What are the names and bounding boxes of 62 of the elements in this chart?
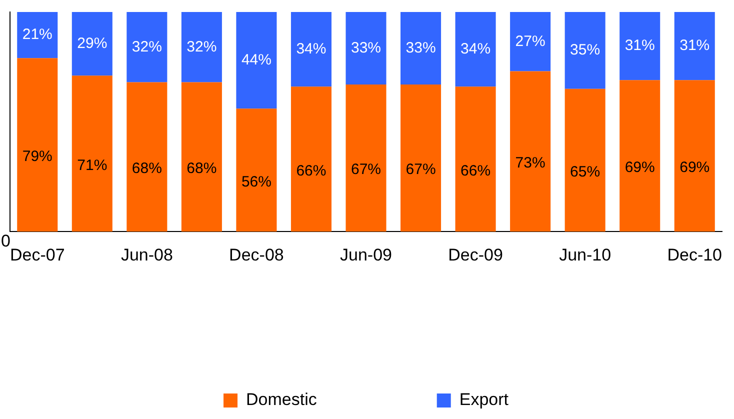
bar [346,84,386,232]
bar [290,12,332,87]
bar [72,12,112,76]
data-label: 34% [460,40,491,58]
data-label: 35% [570,42,600,59]
bar [236,108,277,232]
legend-label: Domestic [246,390,318,410]
bar [181,12,222,82]
data-label: 66% [296,162,326,180]
x-tick-label: Jun-08 [120,245,173,264]
data-label: 34% [296,40,326,58]
data-label: 67% [350,161,382,178]
data-label: 21% [22,26,52,44]
data-label: 27% [515,32,546,50]
bar [564,88,606,232]
bar [181,82,222,232]
bar [126,82,168,232]
bar [620,12,660,80]
bar [400,12,442,84]
data-label: 69% [680,158,710,176]
x-tick-label: Jun-09 [340,245,392,264]
data-label: 33% [350,39,382,56]
data-label: 69% [624,158,655,176]
bar [72,76,112,232]
data-label: 67% [406,161,436,178]
x-tick-label: Dec-07 [10,245,65,264]
bar [620,80,660,232]
bar [126,12,168,82]
bar [510,71,551,232]
data-label: 56% [241,173,272,190]
x-tick-label: Jun-10 [559,245,612,264]
x-tick-label: Dec-08 [229,245,284,264]
data-label: 31% [624,37,655,54]
data-label: 68% [186,160,217,178]
x-tick-label: Dec-09 [448,245,503,264]
bar [17,58,58,232]
bar [17,12,58,58]
bar [346,12,386,84]
data-label: 32% [186,38,217,56]
data-label: 71% [77,156,108,174]
bar [510,12,551,72]
data-label: 32% [132,38,162,56]
data-label: 79% [22,148,52,165]
x-tick-label: Dec-10 [667,245,722,264]
data-label: 33% [406,39,436,56]
bar [674,12,715,80]
data-label: 73% [515,154,546,172]
bar [400,84,442,232]
bar [455,12,496,87]
bar [290,86,332,232]
data-label: 65% [570,163,600,180]
bar [236,12,277,109]
bar [674,80,715,232]
data-label: 31% [680,37,710,54]
bar [564,12,606,89]
data-label: 29% [77,34,108,52]
annotation: 0 [1,231,10,250]
data-label: 44% [241,51,272,68]
bar [455,86,496,232]
data-label: 68% [132,160,162,178]
data-label: 66% [460,162,491,180]
legend-label: Export [459,390,509,410]
